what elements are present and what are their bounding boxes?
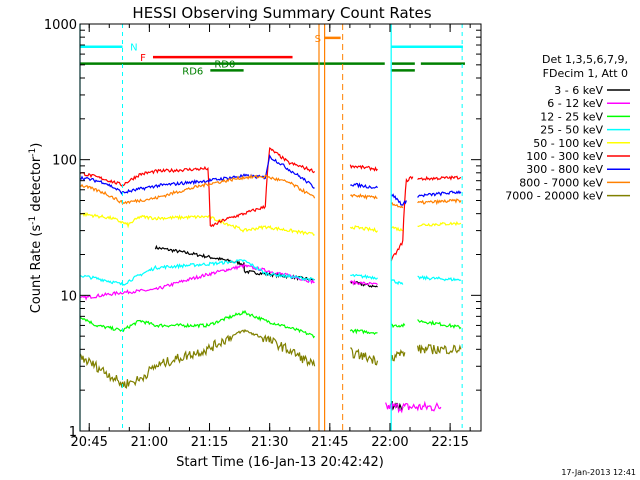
series-8-segment-3 xyxy=(390,202,404,209)
legend-header-line1: Det 1,3,5,6,7,9, xyxy=(542,53,628,66)
series-6-segment-3 xyxy=(390,175,414,262)
legend-label-4: 25 - 50 keV xyxy=(540,124,603,137)
series-5 xyxy=(79,211,462,236)
series-2-segment-2 xyxy=(349,279,378,286)
series-3-segment-3 xyxy=(391,322,406,329)
y-tick-label-2: 10 xyxy=(60,289,77,304)
series-8-segment-1 xyxy=(79,174,316,206)
series-6-segment-4 xyxy=(417,175,462,181)
series-9-segment-2 xyxy=(350,347,379,366)
axes: 20:45 21:00 21:15 21:30 21:45 22:00 22:15 1 10 10… xyxy=(44,18,481,450)
series-5-segment-2 xyxy=(349,225,378,233)
flag-n-label: N xyxy=(130,43,137,54)
series-7-segment-1 xyxy=(79,154,315,195)
series-9-segment-3 xyxy=(390,348,406,362)
legend-label-9: 7000 - 20000 keV xyxy=(505,190,603,203)
x-tick-label-4: 21:30 xyxy=(251,435,288,450)
series-5-segment-3 xyxy=(390,225,403,232)
flag-rd0-label: RD0 xyxy=(214,60,235,71)
legend-label-5: 50 - 100 keV xyxy=(533,137,603,150)
legend-label-6: 100 - 300 keV xyxy=(526,150,603,163)
series-3-segment-4 xyxy=(417,319,462,330)
series-4 xyxy=(80,258,462,286)
series-2 xyxy=(79,263,442,414)
x-tick-label-7: 22:15 xyxy=(431,435,468,450)
series-4-segment-1 xyxy=(80,258,315,286)
series-6 xyxy=(79,147,462,262)
series-7-segment-3 xyxy=(390,193,407,206)
x-axis-label: Start Time (16-Jan-13 20:42:42) xyxy=(176,455,384,470)
series-9-segment-4 xyxy=(417,343,462,355)
plot-frame xyxy=(79,23,482,432)
legend-label-8: 800 - 7000 keV xyxy=(519,176,603,189)
legend-header-line2: FDecim 1, Att 0 xyxy=(543,67,628,80)
series-6-segment-2 xyxy=(349,164,378,172)
x-tick-label-2: 21:00 xyxy=(131,435,168,450)
series-3-segment-1 xyxy=(79,309,316,339)
flag-rd6-label: RD6 xyxy=(182,66,203,77)
series-7-segment-4 xyxy=(417,190,462,198)
legend-label-1: 3 - 6 keV xyxy=(554,84,603,97)
chart-title: HESSI Observing Summary Count Rates xyxy=(132,4,431,22)
series-8 xyxy=(79,174,462,209)
series-layer xyxy=(79,147,462,414)
y-axis-label: Count Rate (s-1 detector-1) xyxy=(28,143,44,314)
flag-bars: NF RD0 RD6 S xyxy=(79,24,465,431)
y-tick-label-3: 100 xyxy=(52,154,77,169)
series-7-segment-2 xyxy=(350,182,378,189)
series-5-segment-4 xyxy=(417,220,462,228)
series-2-segment-3 xyxy=(385,400,442,414)
x-tick-label-6: 22:00 xyxy=(371,435,408,450)
flag-s-label: S xyxy=(315,34,321,45)
series-6-segment-1 xyxy=(79,147,316,228)
series-1-segment-3 xyxy=(390,401,404,412)
legend-label-3: 12 - 25 keV xyxy=(540,110,603,123)
y-tick-label-1: 1 xyxy=(69,425,77,440)
series-8-segment-4 xyxy=(417,198,462,206)
legend-label-7: 300 - 800 keV xyxy=(526,163,603,176)
series-9-segment-1 xyxy=(79,328,316,389)
legend-label-2: 6 - 12 keV xyxy=(547,97,603,110)
series-4-segment-3 xyxy=(390,279,404,286)
x-tick-label-3: 21:15 xyxy=(191,435,228,450)
series-4-segment-4 xyxy=(417,275,462,282)
flag-f-label: F xyxy=(140,53,146,64)
series-7 xyxy=(79,154,462,206)
series-3 xyxy=(79,309,462,339)
series-9 xyxy=(79,328,462,389)
footer-date: 17-Jan-2013 12:41 xyxy=(561,468,636,477)
series-5-segment-1 xyxy=(79,211,315,236)
x-tick-label-5: 21:45 xyxy=(311,435,348,450)
series-3-segment-2 xyxy=(349,328,378,336)
x-tick-label-1: 20:45 xyxy=(70,435,107,450)
series-4-segment-2 xyxy=(350,273,378,280)
series-1 xyxy=(154,244,404,412)
y-tick-label-4: 1000 xyxy=(44,18,77,33)
series-8-segment-2 xyxy=(350,193,378,200)
